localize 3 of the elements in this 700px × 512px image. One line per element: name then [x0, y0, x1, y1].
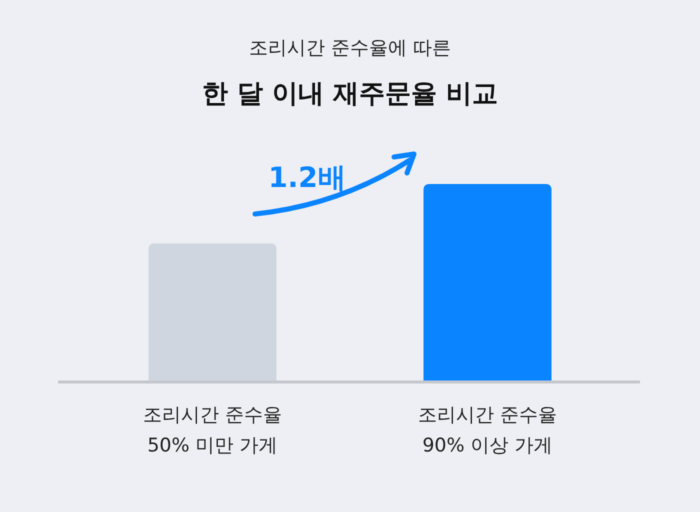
annotation: 1.2배 [268, 161, 346, 194]
title: 한 달 이내 재주문율 비교 [202, 79, 498, 109]
subtitle: 조리시간 준수율에 따른 [248, 37, 452, 59]
